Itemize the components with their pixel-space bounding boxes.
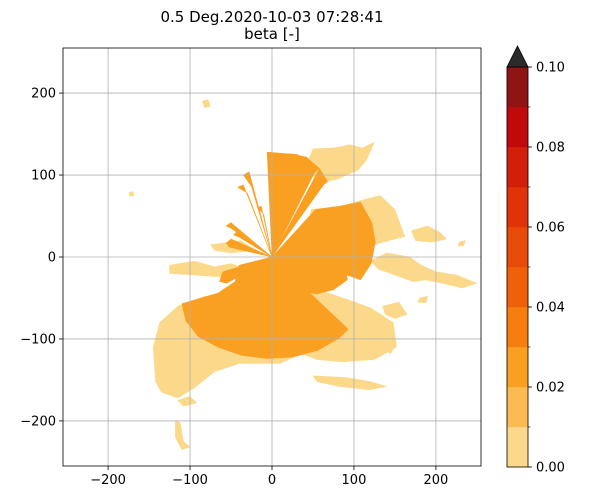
- colorbar-segment: [506, 426, 529, 468]
- colorbar-segment: [506, 266, 529, 308]
- echo-region-low: [417, 295, 429, 304]
- echo-region-low: [201, 99, 211, 109]
- echo-region-mid: [271, 153, 320, 258]
- colorbar-tick-label: 0.02: [536, 381, 565, 396]
- colorbar: 0.00 0.02 0.04 0.06 0.08 0.10: [506, 45, 565, 476]
- y-tick-label: −200: [20, 414, 56, 429]
- echo-region-low: [410, 225, 448, 243]
- echo-region-low: [382, 301, 408, 319]
- echo-region-low: [128, 191, 135, 197]
- colorbar-tick-label: 0.00: [536, 461, 565, 476]
- echo-region-mid: [271, 201, 376, 281]
- echo-region-mid: [242, 171, 273, 258]
- echo-region-mid: [233, 230, 273, 258]
- echo-region-low: [175, 420, 191, 450]
- colorbar-tick-label: 0.08: [536, 141, 565, 156]
- x-tick-label: 100: [342, 473, 367, 488]
- colorbar-segment: [506, 226, 529, 268]
- colorbar-tick-label: 0.04: [536, 301, 565, 316]
- colorbar-segment: [506, 186, 529, 228]
- colorbar-segment: [506, 346, 529, 388]
- echo-region-mid: [234, 256, 273, 282]
- x-tick-label: 200: [424, 473, 449, 488]
- colorbar-tick-label: 0.06: [536, 221, 565, 236]
- echo-region-low: [386, 348, 394, 355]
- x-tick-label: 0: [268, 473, 276, 488]
- echo-region-mid: [181, 256, 349, 359]
- y-tick-label: 100: [31, 169, 56, 184]
- chart-title: 0.5 Deg.2020-10-03 07:28:41: [160, 8, 384, 26]
- x-tick-label: −100: [172, 473, 208, 488]
- colorbar-tick-label: 0.10: [536, 61, 565, 76]
- colorbar-extend-max: [506, 45, 529, 68]
- echo-region-mid: [219, 256, 273, 284]
- echo-region-low: [312, 375, 387, 391]
- colorbar-segment: [506, 66, 529, 108]
- colorbar-segment: [506, 306, 529, 348]
- y-tick-label: 0: [48, 251, 56, 266]
- colorbar-segment: [506, 106, 529, 148]
- chart-subtitle: beta [-]: [244, 25, 300, 43]
- echo-region-mid: [225, 238, 273, 258]
- y-tick-label: −100: [20, 332, 56, 347]
- echo-region-mid: [237, 184, 273, 258]
- plot-area: −200 −100 0 100 200 200 100 0 −100 −200: [20, 47, 482, 488]
- echo-region-low: [306, 141, 376, 184]
- echo-region-low: [177, 396, 198, 407]
- echo-region-low: [386, 336, 396, 343]
- colorbar-segment: [506, 386, 529, 428]
- echo-region-low: [369, 252, 478, 289]
- echo-region-low: [457, 240, 466, 247]
- echo-region-mid: [271, 168, 329, 258]
- colorbar-segment: [506, 146, 529, 188]
- echo-region-mid: [256, 205, 273, 258]
- y-tick-label: 200: [31, 87, 56, 102]
- x-tick-label: −200: [90, 473, 126, 488]
